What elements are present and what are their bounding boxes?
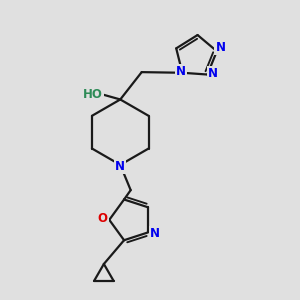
Text: N: N [149, 227, 160, 240]
Text: N: N [215, 41, 225, 54]
Text: HO: HO [83, 88, 103, 100]
Text: N: N [115, 160, 125, 173]
Text: N: N [176, 65, 186, 78]
Text: N: N [208, 67, 218, 80]
Text: O: O [98, 212, 108, 225]
